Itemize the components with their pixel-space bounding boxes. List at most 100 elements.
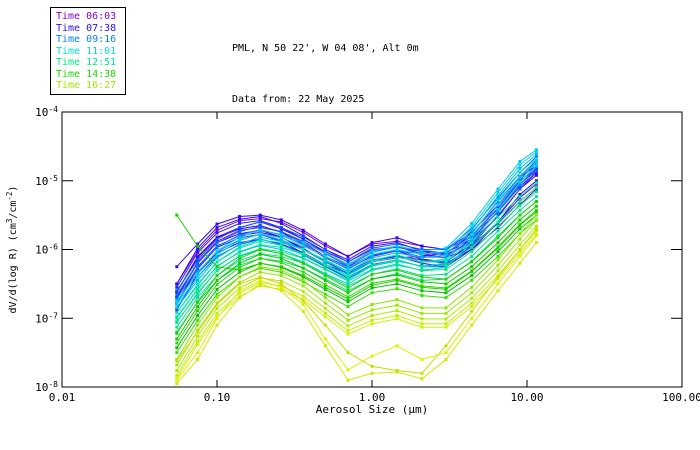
data-point-marker <box>534 160 538 163</box>
data-point-marker <box>215 228 219 232</box>
data-point-marker <box>301 252 305 256</box>
data-point-marker <box>518 237 522 241</box>
data-point-marker <box>346 275 350 279</box>
data-point-marker <box>196 242 200 246</box>
data-point-marker <box>279 285 283 289</box>
data-point-marker <box>534 173 538 177</box>
data-point-marker <box>346 282 350 286</box>
data-point-marker <box>496 187 500 191</box>
data-point-marker <box>196 246 200 250</box>
data-point-marker <box>279 232 283 236</box>
data-point-marker <box>420 325 424 329</box>
data-point-marker <box>370 364 374 368</box>
data-point-marker <box>238 239 242 243</box>
data-point-marker <box>470 274 474 278</box>
data-point-marker <box>215 307 219 311</box>
data-point-marker <box>258 228 262 232</box>
data-point-marker <box>238 270 242 274</box>
data-point-marker <box>175 282 179 286</box>
data-point-marker <box>323 254 327 258</box>
data-point-marker <box>470 250 474 254</box>
data-point-marker <box>518 204 522 207</box>
data-point-marker <box>444 259 448 262</box>
data-point-marker <box>175 316 179 320</box>
x-tick-label: 0.01 <box>49 391 76 404</box>
data-point-marker <box>323 287 327 291</box>
data-point-marker <box>370 291 374 295</box>
data-point-marker <box>215 274 219 278</box>
legend-item-3: Time 11:01 <box>56 45 117 57</box>
data-point-marker <box>196 342 200 346</box>
data-point-marker <box>258 278 262 282</box>
data-point-marker <box>496 254 500 258</box>
data-point-marker <box>470 245 474 249</box>
data-point-marker <box>323 263 327 267</box>
data-point-marker <box>534 150 538 154</box>
data-point-marker <box>444 325 448 329</box>
data-point-marker <box>196 287 200 291</box>
data-point-marker <box>370 286 374 290</box>
data-point-marker <box>258 248 262 251</box>
series-line-1627-39 <box>176 242 537 384</box>
data-point-marker <box>534 148 538 152</box>
data-point-marker <box>395 253 399 257</box>
data-point-marker <box>196 330 200 334</box>
data-point-marker <box>175 351 179 355</box>
data-point-marker <box>279 230 283 234</box>
data-point-marker <box>175 346 179 350</box>
data-point-marker <box>301 235 305 239</box>
data-point-marker <box>518 223 522 227</box>
data-point-marker <box>258 215 262 218</box>
data-point-marker <box>238 242 242 246</box>
data-point-marker <box>175 359 179 363</box>
data-point-marker <box>346 284 350 288</box>
chart-title-location: PML, N 50 22', W 04 08', Alt 0m <box>232 43 419 54</box>
data-point-marker <box>420 244 424 248</box>
data-point-marker <box>346 254 350 258</box>
data-point-marker <box>470 301 474 305</box>
data-point-marker <box>301 309 305 313</box>
data-point-marker <box>196 339 200 343</box>
data-point-marker <box>346 329 350 333</box>
data-point-marker <box>323 285 327 289</box>
data-point-marker <box>496 275 500 279</box>
data-point-marker <box>279 256 283 260</box>
data-point-marker <box>215 323 219 327</box>
data-point-marker <box>496 215 500 219</box>
data-point-marker <box>370 267 374 271</box>
data-point-marker <box>215 237 219 241</box>
data-point-marker <box>518 248 522 251</box>
data-point-marker <box>496 277 500 281</box>
data-point-marker <box>518 213 522 217</box>
chart-header: PML, N 50 22', W 04 08', Alt 0m Data fro… <box>232 6 419 142</box>
data-point-marker <box>279 270 283 274</box>
data-point-marker <box>196 282 200 286</box>
data-point-marker <box>470 323 474 327</box>
data-point-marker <box>279 226 283 229</box>
data-point-marker <box>534 155 538 159</box>
data-point-marker <box>196 256 200 260</box>
data-point-marker <box>518 232 522 236</box>
legend-item-4: Time 12:51 <box>56 57 117 68</box>
data-point-marker <box>279 218 283 222</box>
data-point-marker <box>346 270 350 274</box>
legend-item-5: Time 14:38 <box>56 68 117 80</box>
time-legend: Time 06:03 Time 07:38 Time 09:16 Time 11:01… <box>50 7 126 95</box>
data-point-marker <box>196 309 200 313</box>
data-point-marker <box>420 269 424 273</box>
data-point-marker <box>444 255 448 259</box>
data-point-marker <box>215 269 219 273</box>
data-point-marker <box>279 221 283 225</box>
data-point-marker <box>518 243 522 247</box>
data-point-marker <box>496 196 500 200</box>
data-point-marker <box>496 246 500 250</box>
data-point-marker <box>323 296 327 300</box>
x-tick-label: 100.00 <box>662 391 700 404</box>
data-point-marker <box>444 311 448 315</box>
data-point-marker <box>215 296 219 300</box>
data-point-marker <box>534 234 538 238</box>
data-point-marker <box>370 272 374 276</box>
data-point-marker <box>323 315 327 319</box>
data-point-marker <box>215 241 219 245</box>
